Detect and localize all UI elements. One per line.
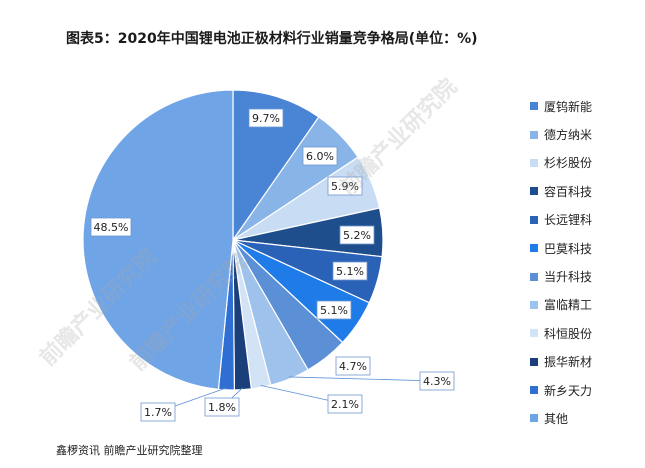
- legend-label: 新乡天力: [544, 383, 593, 398]
- legend-item: 长远锂科: [530, 206, 592, 234]
- source-note: 鑫椤资讯 前瞻产业研究院整理: [56, 444, 203, 457]
- legend-swatch: [530, 357, 538, 366]
- data-label: 5.1%: [336, 265, 364, 278]
- legend-swatch: [530, 102, 538, 111]
- data-label: 1.7%: [144, 406, 172, 419]
- legend-label: 当升科技: [544, 270, 593, 285]
- data-label: 4.3%: [423, 375, 451, 388]
- data-label: 1.8%: [208, 401, 236, 414]
- pie-slice: [82, 89, 234, 390]
- data-label: 48.5%: [94, 221, 129, 234]
- legend-label: 德方纳米: [544, 128, 593, 143]
- leader-line: [289, 376, 438, 382]
- legend-label: 容百科技: [544, 184, 593, 199]
- legend-item: 新乡天力: [530, 376, 592, 404]
- pie-slices: [82, 89, 384, 391]
- data-label-box: [90, 217, 132, 237]
- legend-item: 振华新材: [530, 348, 592, 376]
- legend-swatch: [530, 158, 538, 167]
- legend-item: 当升科技: [530, 262, 592, 290]
- data-label-box: [204, 397, 240, 417]
- legend-item: 科恒股份: [530, 319, 592, 347]
- data-label: 6.0%: [306, 150, 334, 163]
- legend-swatch: [530, 130, 538, 139]
- legend-item: 其他: [530, 404, 592, 432]
- legend-label: 厦钨新能: [544, 99, 593, 114]
- data-label-box: [335, 356, 371, 376]
- legend-swatch: [530, 414, 538, 423]
- data-labels: 9.7% 6.0% 5.9% 5.2% 5.1% 5.1% 4.7% 4.3% 2.1% 1.8%…: [90, 108, 455, 422]
- legend-label: 巴莫科技: [544, 241, 593, 256]
- legend-label: 富临精工: [544, 298, 593, 313]
- data-label: 5.1%: [320, 304, 348, 317]
- chart-title: 图表5：2020年中国锂电池正极材料行业销量竞争格局(单位：%): [66, 31, 478, 47]
- legend-swatch: [530, 215, 538, 224]
- data-label-box: [302, 146, 338, 166]
- legend-item: 德方纳米: [530, 120, 592, 148]
- legend-item: 厦钨新能: [530, 92, 592, 120]
- data-label: 5.2%: [343, 229, 371, 242]
- data-label: 2.1%: [331, 398, 359, 411]
- legend-swatch: [530, 386, 538, 395]
- legend-label: 长远锂科: [544, 213, 593, 228]
- data-label-box: [327, 176, 363, 196]
- legend-label: 其他: [544, 411, 569, 426]
- legend-swatch: [530, 329, 538, 338]
- data-label: 5.9%: [331, 180, 359, 193]
- legend-label: 振华新材: [544, 355, 593, 370]
- data-label-box: [316, 300, 352, 320]
- legend-item: 容百科技: [530, 177, 592, 205]
- pie-slice: [232, 89, 320, 242]
- legend-swatch: [530, 187, 538, 196]
- data-label: 4.7%: [339, 360, 367, 373]
- data-label-box: [332, 261, 368, 281]
- data-label-box: [339, 225, 375, 245]
- legend-swatch: [530, 244, 538, 253]
- data-label-box: [140, 402, 176, 422]
- data-label: 9.7%: [252, 112, 280, 125]
- legend-item: 富临精工: [530, 291, 592, 319]
- data-label-box: [327, 394, 363, 414]
- legend-label: 杉杉股份: [544, 156, 593, 171]
- legend-swatch: [530, 272, 538, 281]
- legend-label: 科恒股份: [544, 326, 593, 341]
- legend-swatch: [530, 300, 538, 309]
- legend: 厦钨新能德方纳米杉杉股份容百科技长远锂科巴莫科技当升科技富临精工科恒股份振华新材…: [530, 92, 592, 433]
- data-label-box: [419, 371, 455, 391]
- legend-item: 巴莫科技: [530, 234, 592, 262]
- data-label-box: [248, 108, 284, 128]
- legend-item: 杉杉股份: [530, 149, 592, 177]
